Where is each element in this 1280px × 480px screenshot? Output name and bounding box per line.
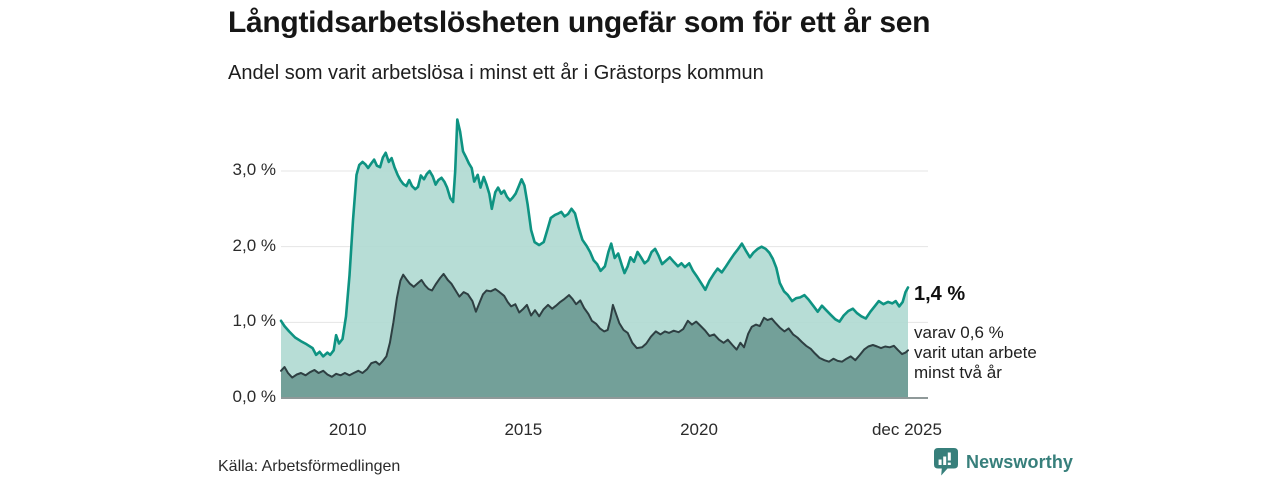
y-axis-tick-label: 3,0 %	[232, 159, 276, 179]
source-attribution: Källa: Arbetsförmedlingen	[218, 458, 401, 475]
newsworthy-wordmark: Newsworthy	[966, 451, 1074, 472]
page-title: Långtidsarbetslösheten ungefär som för e…	[228, 6, 931, 39]
newsworthy-logo-icon	[934, 448, 958, 476]
x-axis-tick-label: 2010	[328, 420, 367, 439]
newsworthy-logo: Newsworthy	[934, 448, 1073, 476]
x-axis-tick-label: dec 2025	[871, 420, 942, 439]
x-axis-tick-label: 2015	[504, 420, 543, 439]
latest-value-annotation: 1,4 %	[914, 283, 966, 305]
chart-subtitle: Andel som varit arbetslösa i minst ett å…	[228, 62, 764, 84]
y-axis-tick-label: 1,0 %	[232, 311, 276, 331]
x-axis-tick-label: 2020	[680, 420, 718, 439]
latest-detail-annotation: varav 0,6 % varit utan arbete minst två …	[914, 323, 1037, 382]
y-axis-tick-label: 0,0 %	[232, 387, 276, 406]
y-axis-tick-label: 2,0 %	[232, 235, 276, 255]
